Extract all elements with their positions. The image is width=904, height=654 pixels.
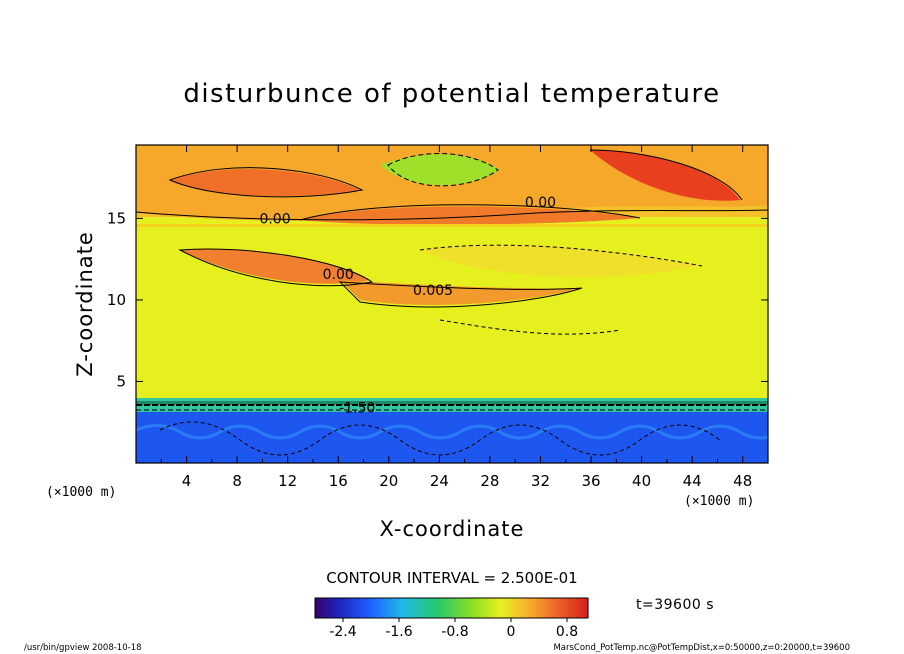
field-upper-red-right bbox=[590, 150, 740, 201]
contour-label: -1.50 bbox=[339, 401, 375, 417]
footer-left: /usr/bin/gpview 2008-10-18 bbox=[24, 643, 142, 653]
field-lower-wave bbox=[136, 424, 768, 440]
colorbar-ticks: -2.4 -1.6 -0.8 0 0.8 bbox=[329, 618, 578, 640]
colorbar-tick-label: 0.8 bbox=[556, 624, 578, 640]
colorbar bbox=[314, 597, 589, 619]
x-tick-label: 24 bbox=[430, 472, 449, 490]
field-upper-green bbox=[380, 154, 500, 186]
contour-label: 0.00 bbox=[525, 195, 556, 211]
x-tick-label: 36 bbox=[581, 472, 600, 490]
field-thin-line bbox=[136, 224, 768, 227]
x-axis: 4 8 12 16 20 24 28 32 36 40 44 48 bbox=[160, 145, 752, 490]
x-tick-label: 40 bbox=[632, 472, 651, 490]
colorbar-tick-label: -0.8 bbox=[441, 624, 468, 640]
contour-interval-text: CONTOUR INTERVAL = 2.500E-01 bbox=[326, 569, 577, 587]
x-axis-label: X-coordinate bbox=[380, 517, 525, 541]
x-unit-right: (×1000 m) bbox=[684, 494, 754, 509]
field-cap-band bbox=[300, 206, 640, 225]
colorbar-tick-label: -1.6 bbox=[385, 624, 412, 640]
contour-label: 0.00 bbox=[323, 267, 354, 283]
x-unit-left: (×1000 m) bbox=[46, 485, 116, 500]
field-mid-warm bbox=[180, 249, 370, 284]
plot-frame bbox=[135, 144, 769, 464]
field-mid-warm-2 bbox=[340, 280, 580, 305]
x-tick-label: 8 bbox=[232, 472, 242, 490]
y-axis-label: Z-coordinate bbox=[73, 231, 97, 377]
field-upper-red-left bbox=[170, 169, 360, 196]
chart-title: disturbunce of potential temperature bbox=[183, 79, 720, 109]
footer-right: MarsCond_PotTemp.nc@PotTempDist,x=0:5000… bbox=[553, 643, 850, 653]
colorbar-tick-label: 0 bbox=[507, 624, 516, 640]
contour-label: 0.00 bbox=[259, 211, 290, 227]
field-lower bbox=[136, 412, 768, 463]
contour-label: 0.005 bbox=[413, 283, 453, 299]
time-label: t=39600 s bbox=[636, 597, 714, 613]
plot-area bbox=[136, 145, 768, 463]
y-tick-label: 5 bbox=[116, 372, 126, 390]
x-tick-label: 16 bbox=[329, 472, 348, 490]
x-tick-label: 28 bbox=[480, 472, 499, 490]
y-tick-label: 15 bbox=[107, 209, 126, 227]
contour-label-layer: 0.00 0.00 0.00 0.005 -1.50 bbox=[259, 195, 556, 416]
colorbar-tick-label: -2.4 bbox=[329, 624, 356, 640]
y-axis: 5 10 15 bbox=[107, 209, 768, 390]
x-tick-label: 48 bbox=[733, 472, 752, 490]
field-transition-line bbox=[136, 401, 768, 405]
x-tick-label: 4 bbox=[182, 472, 192, 490]
field-mid-pale bbox=[420, 244, 700, 277]
x-tick-label: 20 bbox=[379, 472, 398, 490]
contour-lines bbox=[136, 149, 768, 456]
x-tick-label: 44 bbox=[683, 472, 702, 490]
y-tick-label: 10 bbox=[107, 291, 126, 309]
x-tick-label: 12 bbox=[278, 472, 297, 490]
x-tick-label: 32 bbox=[531, 472, 550, 490]
